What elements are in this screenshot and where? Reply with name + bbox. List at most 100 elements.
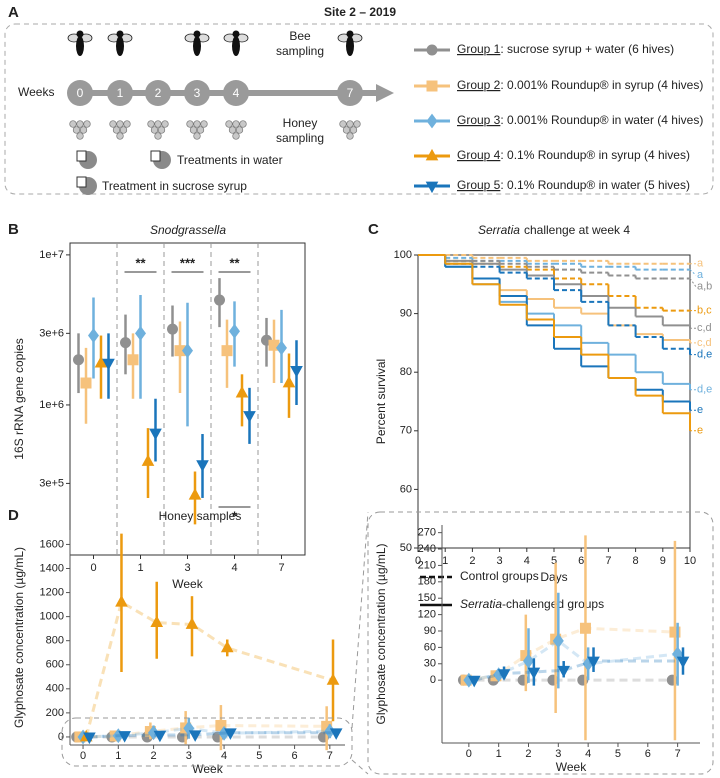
honey-sample xyxy=(239,120,247,128)
x-tick-label: 6 xyxy=(578,555,584,567)
bee-head xyxy=(346,30,354,38)
treatment-water: Treatments in water xyxy=(177,153,283,167)
x-tick-label: 5 xyxy=(551,555,557,567)
y-tick-label: 1e+6 xyxy=(39,399,64,411)
bee-head xyxy=(193,30,201,38)
marker xyxy=(135,325,146,341)
marker xyxy=(243,411,256,423)
bee-head xyxy=(116,30,124,38)
title-italic: Serratia xyxy=(478,223,520,237)
y-tick-label: 0 xyxy=(430,674,436,686)
marker xyxy=(290,365,303,378)
legend-text: : sucrose syrup + water (6 hives) xyxy=(500,42,674,56)
legend-text: : 0.1% Roundup® in syrup (4 hives) xyxy=(500,148,690,162)
honey-sample xyxy=(232,120,240,128)
honey-sample xyxy=(116,120,124,128)
panel-box xyxy=(4,23,714,195)
panel-title: Honey samples xyxy=(159,509,242,523)
marker xyxy=(321,720,333,732)
marker xyxy=(214,294,225,306)
marker xyxy=(118,731,131,743)
marker xyxy=(329,728,343,740)
week-node xyxy=(107,80,133,106)
marker xyxy=(150,615,164,628)
y-tick-label: 90 xyxy=(424,625,436,637)
x-tick-label: 4 xyxy=(585,748,591,760)
panel-label: B xyxy=(8,221,19,238)
marker xyxy=(80,377,92,389)
panel-title: Serratia challenge at week 4 xyxy=(478,223,630,237)
bee-body xyxy=(232,36,240,56)
honey-sample xyxy=(116,132,124,140)
bee-head xyxy=(76,30,84,38)
legend-group: Group 4 xyxy=(457,148,501,162)
legend-marker xyxy=(426,44,438,56)
y-tick-label: 60 xyxy=(400,483,412,495)
week-number: 3 xyxy=(194,86,201,100)
honey-sample xyxy=(186,120,194,128)
marker xyxy=(552,633,564,649)
bee-body xyxy=(116,36,124,56)
title-text: challenge at week 4 xyxy=(524,223,630,237)
marker xyxy=(141,454,155,466)
bee-body xyxy=(346,36,354,56)
x-tick-label: 1 xyxy=(442,555,448,567)
legend-label: Group 4: 0.1% Roundup® in syrup (4 hives… xyxy=(457,148,690,162)
legend-group: Group 2 xyxy=(457,78,501,92)
y-axis-label: Glyphosate concentration (µg/mL) xyxy=(374,543,388,724)
significance-letter: d,e xyxy=(697,384,712,396)
legend-label: Group 3: 0.001% Roundup® in water (4 hiv… xyxy=(457,113,703,127)
bee-body xyxy=(76,36,84,56)
honey-sample xyxy=(150,126,159,134)
y-tick-label: 210 xyxy=(418,559,436,571)
marker xyxy=(268,339,280,351)
y-tick-label: 1200 xyxy=(40,586,64,598)
y-tick-label: 150 xyxy=(418,592,436,604)
trend-line xyxy=(89,731,337,739)
x-tick-label: 7 xyxy=(605,555,611,567)
significance-letter: e xyxy=(697,425,703,437)
x-tick-label: 3 xyxy=(555,748,561,760)
bee-sampling: Bee xyxy=(289,29,311,43)
y-tick-label: 1400 xyxy=(40,562,64,574)
significance: ** xyxy=(135,255,146,270)
marker xyxy=(127,354,139,366)
significance-letter: c,d xyxy=(697,322,712,334)
week-number: 2 xyxy=(155,86,162,100)
x-tick-label: 3 xyxy=(186,750,192,762)
legend-group: Group 5 xyxy=(457,178,501,192)
marker xyxy=(497,669,511,681)
legend-label: Group 2: 0.001% Roundup® in syrup (4 hiv… xyxy=(457,78,703,92)
y-tick-label: 3e+6 xyxy=(39,327,64,339)
x-tick-label: 1 xyxy=(137,562,143,574)
significance: *** xyxy=(180,255,196,270)
marker xyxy=(188,730,202,742)
week-node xyxy=(67,80,93,106)
feeder-icon xyxy=(150,150,161,162)
legend-text: Control groups xyxy=(460,569,539,583)
marker xyxy=(196,460,209,472)
honey-sample xyxy=(193,132,201,140)
honey-sample xyxy=(76,120,84,128)
significance-letter: b,c xyxy=(697,305,712,317)
x-tick-label: 4 xyxy=(524,555,530,567)
legend-label: Group 5: 0.1% Roundup® in water (5 hives… xyxy=(457,178,690,192)
marker xyxy=(229,323,240,339)
panel-label: C xyxy=(368,221,379,238)
panel-title: Site 2 – 2019 xyxy=(324,5,396,19)
x-tick-label: 2 xyxy=(525,748,531,760)
x-tick-label: 0 xyxy=(80,750,86,762)
legend-label: Control groups xyxy=(460,569,539,583)
x-tick-label: 0 xyxy=(415,555,421,567)
x-axis-label: Week xyxy=(556,760,587,774)
marker xyxy=(215,720,227,732)
timeline-arrow xyxy=(376,84,394,102)
week-number: 0 xyxy=(77,86,84,100)
y-tick-label: 1e+7 xyxy=(39,249,64,261)
marker xyxy=(676,656,690,669)
zoom-connector xyxy=(351,759,369,775)
y-tick-label: 120 xyxy=(418,609,436,621)
honey-sample xyxy=(225,120,233,128)
marker xyxy=(557,665,571,678)
honey-sample xyxy=(112,126,121,134)
